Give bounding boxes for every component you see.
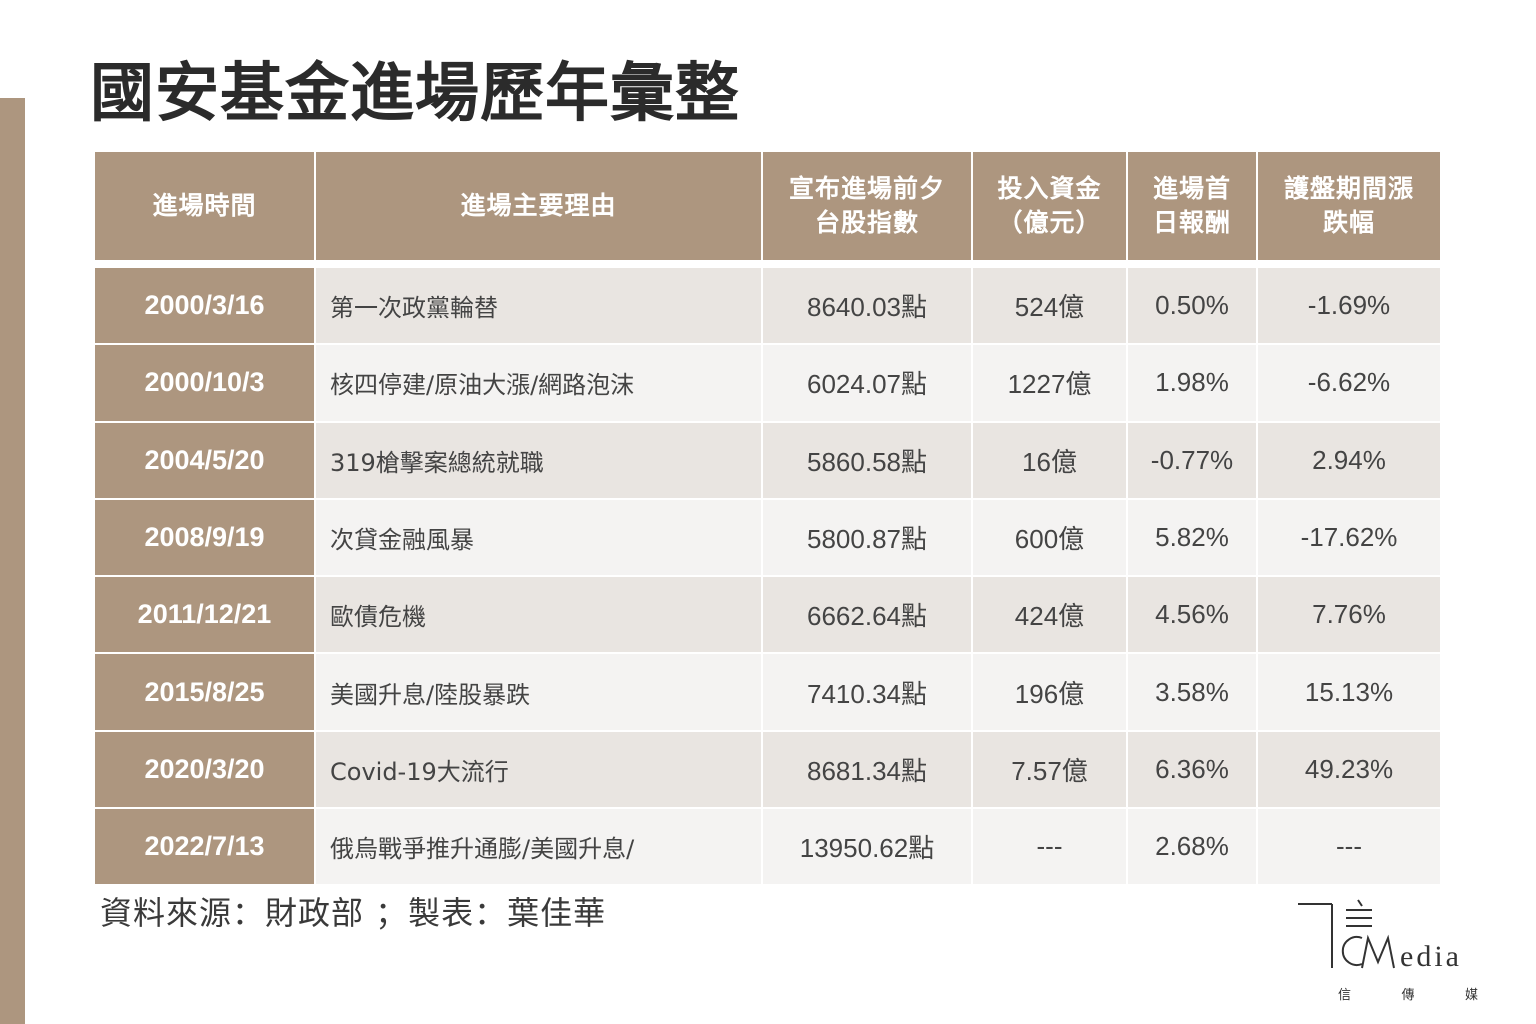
entry-date-cell: 2000/3/16 — [95, 265, 316, 346]
reason-cell: Covid-19大流行 — [314, 729, 763, 810]
table-row: 2015/8/25 美國升息/陸股暴跌 7410.34點 196億 3.58% … — [95, 652, 1442, 732]
entry-date-cell: 2008/9/19 — [95, 497, 316, 578]
period-change-cell: -17.62% — [1256, 497, 1442, 578]
fund-cell: 196億 — [971, 652, 1128, 732]
index-cell: 7410.34點 — [761, 652, 973, 732]
header-first-day-return: 進場首 日報酬 — [1126, 150, 1258, 262]
period-change-cell: 15.13% — [1256, 652, 1442, 732]
left-accent-bar — [0, 98, 25, 1024]
index-cell: 13950.62點 — [761, 807, 973, 887]
header-entry-date: 進場時間 — [95, 150, 316, 262]
fund-cell: 524億 — [971, 265, 1128, 346]
table-row: 2011/12/21 歐債危機 6662.64點 424億 4.56% 7.76… — [95, 575, 1442, 655]
first-day-return-cell: 3.58% — [1126, 652, 1258, 732]
entry-date-cell: 2022/7/13 — [95, 807, 316, 887]
table-row: 2000/10/3 核四停建/原油大漲/網路泡沫 6024.07點 1227億 … — [95, 343, 1442, 423]
reason-cell: 美國升息/陸股暴跌 — [314, 652, 763, 732]
entry-date-cell: 2015/8/25 — [95, 652, 316, 732]
source-caption: 資料來源：財政部 ；製表：葉佳華 — [100, 894, 607, 932]
table-row: 2008/9/19 次貸金融風暴 5800.87點 600億 5.82% -17… — [95, 497, 1442, 578]
first-day-return-cell: 0.50% — [1126, 265, 1258, 346]
table-row: 2004/5/20 319槍擊案總統就職 5860.58點 16億 -0.77%… — [95, 420, 1442, 500]
period-change-cell: -6.62% — [1256, 343, 1442, 423]
fund-cell: 600億 — [971, 497, 1128, 578]
fund-cell: 1227億 — [971, 343, 1128, 423]
index-cell: 5800.87點 — [761, 497, 973, 578]
logo-sub-char: 媒 — [1464, 988, 1478, 1003]
first-day-return-cell: 4.56% — [1126, 575, 1258, 655]
index-cell: 6024.07點 — [761, 343, 973, 423]
header-fund: 投入資金 （億元） — [971, 150, 1128, 262]
entry-date-cell: 2011/12/21 — [95, 575, 316, 655]
period-change-cell: 49.23% — [1256, 729, 1442, 810]
logo-sub-char: 信 — [1338, 988, 1352, 1003]
period-change-cell: -1.69% — [1256, 265, 1442, 346]
fund-cell: --- — [971, 807, 1128, 887]
first-day-return-cell: 5.82% — [1126, 497, 1258, 578]
first-day-return-cell: -0.77% — [1126, 420, 1258, 500]
reason-cell: 319槍擊案總統就職 — [314, 420, 763, 500]
first-day-return-cell: 6.36% — [1126, 729, 1258, 810]
fund-cell: 424億 — [971, 575, 1128, 655]
reason-cell: 次貸金融風暴 — [314, 497, 763, 578]
index-cell: 8640.03點 — [761, 265, 973, 346]
first-day-return-cell: 1.98% — [1126, 343, 1258, 423]
fund-summary-table: 進場時間 進場主要理由 宣布進場前夕 台股指數 投入資金 （億元） 進場首 日報酬 護… — [95, 150, 1442, 887]
index-cell: 6662.64點 — [761, 575, 973, 655]
index-cell: 5860.58點 — [761, 420, 973, 500]
period-change-cell: --- — [1256, 807, 1442, 887]
entry-date-cell: 2000/10/3 — [95, 343, 316, 423]
reason-cell: 第一次政黨輪替 — [314, 265, 763, 346]
index-cell: 8681.34點 — [761, 729, 973, 810]
first-day-return-cell: 2.68% — [1126, 807, 1258, 887]
entry-date-cell: 2004/5/20 — [95, 420, 316, 500]
logo-subtitle: 信 傳 媒 — [1338, 984, 1478, 1003]
period-change-cell: 2.94% — [1256, 420, 1442, 500]
page-title: 國安基金進場歷年彙整 — [90, 57, 740, 131]
header-index: 宣布進場前夕 台股指數 — [761, 150, 973, 262]
table-row: 2020/3/20 Covid-19大流行 8681.34點 7.57億 6.3… — [95, 729, 1442, 810]
reason-cell: 歐債危機 — [314, 575, 763, 655]
media-logo-icon — [1298, 899, 1395, 969]
period-change-cell: 7.76% — [1256, 575, 1442, 655]
entry-date-cell: 2020/3/20 — [95, 729, 316, 810]
logo-wordmark: edia — [1400, 940, 1462, 973]
table-row: 2000/3/16 第一次政黨輪替 8640.03點 524億 0.50% -1… — [95, 265, 1442, 346]
table-row: 2022/7/13 俄烏戰爭推升通膨/美國升息/ 13950.62點 --- 2… — [95, 807, 1442, 887]
fund-cell: 7.57億 — [971, 729, 1128, 810]
reason-cell: 俄烏戰爭推升通膨/美國升息/ — [314, 807, 763, 887]
fund-cell: 16億 — [971, 420, 1128, 500]
table-header-row: 進場時間 進場主要理由 宣布進場前夕 台股指數 投入資金 （億元） 進場首 日報酬 護… — [95, 150, 1442, 262]
header-period-change: 護盤期間漲 跌幅 — [1256, 150, 1442, 262]
logo-sub-char: 傳 — [1401, 988, 1415, 1003]
header-reason: 進場主要理由 — [314, 150, 763, 262]
reason-cell: 核四停建/原油大漲/網路泡沫 — [314, 343, 763, 423]
